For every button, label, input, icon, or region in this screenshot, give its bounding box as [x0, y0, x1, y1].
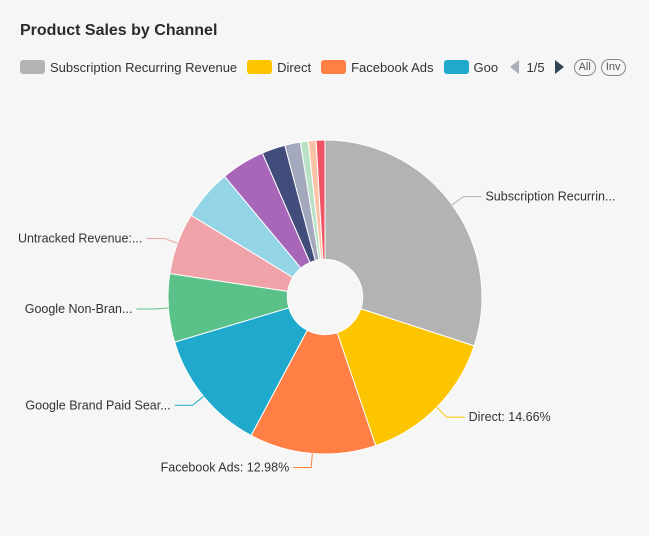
next-page-icon[interactable] [554, 60, 564, 74]
slice-label: Google Brand Paid Sear... [25, 398, 170, 412]
legend-item-direct[interactable]: Direct [247, 60, 311, 75]
slice-label: Subscription Recurrin... [485, 190, 615, 204]
label-leader-line [136, 307, 169, 310]
prev-page-icon[interactable] [509, 60, 519, 74]
legend-item-google[interactable]: Goo [443, 59, 500, 75]
label-leader-line [174, 396, 204, 406]
legend-page-number: 1/5 [526, 59, 545, 75]
chart-title: Product Sales by Channel [20, 22, 218, 39]
pie-slice-2[interactable] [336, 308, 475, 447]
legend-item-facebook-ads[interactable]: Facebook Ads [321, 59, 434, 75]
select-all-button[interactable]: All [573, 58, 596, 76]
pie-slice-13[interactable] [315, 139, 326, 260]
inverse-select-button[interactable]: Inv [600, 58, 626, 76]
label-leader-line [451, 196, 482, 206]
legend: Subscription Recurring Revenue Direct Fa… [20, 58, 631, 76]
legend-swatch [321, 60, 347, 74]
legend-label: Goo [473, 59, 499, 75]
label-leader-line [146, 237, 178, 244]
label-leader-line [436, 406, 465, 418]
label-leader-line [293, 453, 313, 468]
legend-swatch [443, 60, 469, 74]
slice-label: Untracked Revenue:... [18, 231, 142, 245]
legend-label: Direct [277, 59, 312, 75]
pie-slice-4[interactable] [173, 307, 308, 437]
legend-label: Facebook Ads [351, 59, 434, 75]
legend-swatch [247, 60, 273, 74]
legend-item-subscription[interactable]: Subscription Recurring Revenue [20, 60, 237, 75]
slice-label: Facebook Ads: 12.98% [161, 460, 290, 474]
pie-slice-3[interactable] [250, 329, 377, 455]
legend-pager: 1/5 All Inv [508, 58, 631, 76]
legend-label: Subscription Recurring Revenue [50, 59, 238, 75]
slice-label: Direct: 14.66% [469, 410, 551, 424]
slice-label: Google Non-Bran... [25, 302, 133, 316]
legend-swatch [20, 60, 45, 74]
pie-slice-1[interactable] [324, 139, 483, 347]
